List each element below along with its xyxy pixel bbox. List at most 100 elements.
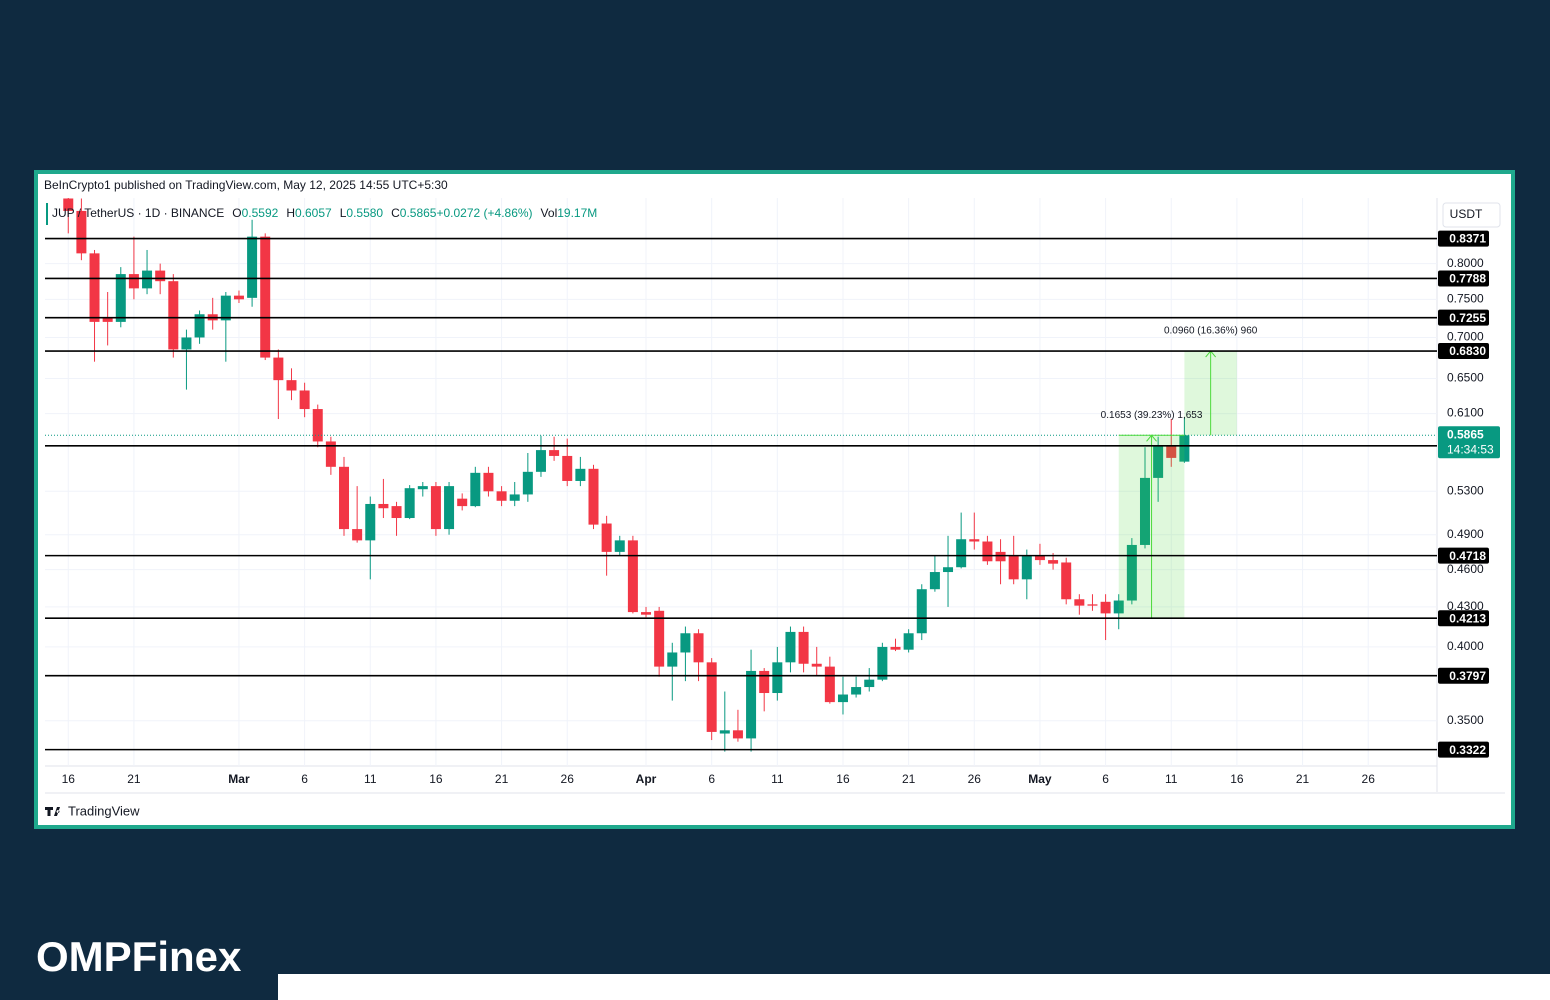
x-tick-label: 11 — [771, 772, 784, 786]
candle-body — [1087, 604, 1098, 606]
measure-arrowhead — [1146, 434, 1157, 442]
candle-body — [299, 390, 310, 410]
candle-body — [220, 295, 231, 321]
y-tick-label: 0.5300 — [1447, 483, 1484, 497]
level-tag — [1438, 547, 1489, 564]
plot — [45, 198, 1437, 752]
symbol-legend: JUP / TetherUS · 1D · BINANCE O0.5592 H0.6… — [52, 206, 597, 220]
candle-body — [667, 652, 678, 667]
last-price-label: 0.5865 — [1447, 427, 1484, 441]
legend-key: O — [232, 206, 241, 220]
candle-body — [1113, 600, 1124, 614]
candle-body — [1179, 435, 1190, 462]
candle-body — [890, 646, 901, 650]
candle-body — [943, 567, 954, 573]
y-tick-label: 0.4300 — [1447, 599, 1484, 613]
candle-body — [430, 486, 441, 530]
candle-body — [1166, 445, 1177, 458]
level-tag — [1438, 309, 1489, 326]
level-label: 0.4718 — [1449, 549, 1486, 563]
candle-body — [614, 540, 625, 552]
currency-box[interactable] — [1442, 202, 1501, 228]
x-tick-label: 26 — [561, 772, 575, 786]
candle-body — [273, 357, 284, 381]
candle-body — [798, 631, 809, 664]
candle-body — [1126, 544, 1137, 601]
candle-body — [654, 610, 665, 667]
candle-body — [247, 236, 258, 298]
grid — [45, 198, 1437, 766]
candle-body — [575, 468, 586, 481]
candle-body — [995, 551, 1006, 562]
level-label: 0.3322 — [1449, 743, 1486, 757]
candle-body — [851, 687, 862, 695]
platform-name: TradingView — [68, 803, 140, 818]
y-tick-label: 0.8000 — [1447, 256, 1484, 270]
level-tag — [1438, 230, 1489, 247]
legend-marker — [46, 203, 48, 225]
level-label: 0.4213 — [1449, 611, 1486, 625]
candle-body — [63, 198, 74, 211]
x-tick-label: Apr — [636, 772, 657, 786]
candle-body — [496, 491, 507, 501]
level-label: 0.3797 — [1449, 669, 1486, 683]
level-tag — [1438, 343, 1489, 360]
legend-value: 0.5580 — [346, 206, 383, 220]
candle-body — [1034, 555, 1045, 561]
candle-body — [759, 670, 770, 694]
symbol: JUP / TetherUS · 1D · BINANCE — [52, 206, 224, 220]
candle-body — [1061, 562, 1072, 600]
candle-body — [155, 270, 166, 282]
level-tag — [1438, 667, 1489, 684]
y-tick-label: 0.3500 — [1447, 713, 1484, 727]
x-tick-label: 16 — [1230, 772, 1244, 786]
x-tick-label: 26 — [1362, 772, 1376, 786]
x-tick-label: 26 — [968, 772, 982, 786]
x-tick-label: 21 — [902, 772, 916, 786]
candle-body — [470, 472, 481, 507]
currency[interactable]: USDT — [1450, 207, 1483, 221]
y-tick-label: 0.6500 — [1447, 371, 1484, 385]
level-label: 0.8371 — [1449, 232, 1486, 246]
candle-body — [929, 572, 940, 590]
candle-body — [194, 314, 205, 338]
legend-value: 0.5592 — [242, 206, 279, 220]
x-tick-label: 21 — [127, 772, 141, 786]
candle-body — [877, 646, 888, 680]
candle-body — [1153, 445, 1164, 478]
candle-body — [339, 466, 350, 530]
candle-body — [969, 539, 980, 542]
candle-body — [1048, 560, 1059, 564]
x-tick-label: 21 — [495, 772, 509, 786]
tv-logo — [45, 807, 60, 816]
legend-key: L — [340, 206, 347, 220]
candle-body — [562, 455, 573, 481]
candle-body — [746, 670, 757, 739]
x-tick-label: 11 — [1165, 772, 1178, 786]
candle-body — [785, 631, 796, 663]
candle-body — [312, 409, 323, 442]
candle-body — [903, 633, 914, 650]
candle-body — [864, 679, 875, 688]
published-note: BeInCrypto1 published on TradingView.com… — [44, 178, 448, 192]
candle-body — [260, 236, 271, 358]
x-tick-label: May — [1028, 772, 1052, 786]
countdown: 14:34:53 — [1447, 442, 1494, 456]
y-tick-label: 0.4000 — [1447, 639, 1484, 653]
x-tick-label: 16 — [62, 772, 76, 786]
y-tick-label: 0.6100 — [1447, 406, 1484, 420]
chart-frame — [34, 170, 1515, 829]
candle-body — [115, 274, 126, 322]
level-tag — [1438, 270, 1489, 287]
candle-body — [680, 633, 691, 653]
candle-body — [1008, 555, 1019, 580]
candle-body — [549, 450, 560, 456]
candle-body — [693, 633, 704, 663]
legend-key: C — [391, 206, 400, 220]
candle-body — [102, 318, 113, 322]
candle-body — [233, 295, 244, 300]
candle-body — [706, 662, 717, 732]
candle-body — [509, 494, 520, 501]
y-tick-label: 0.4900 — [1447, 527, 1484, 541]
x-tick-label: 11 — [364, 772, 377, 786]
